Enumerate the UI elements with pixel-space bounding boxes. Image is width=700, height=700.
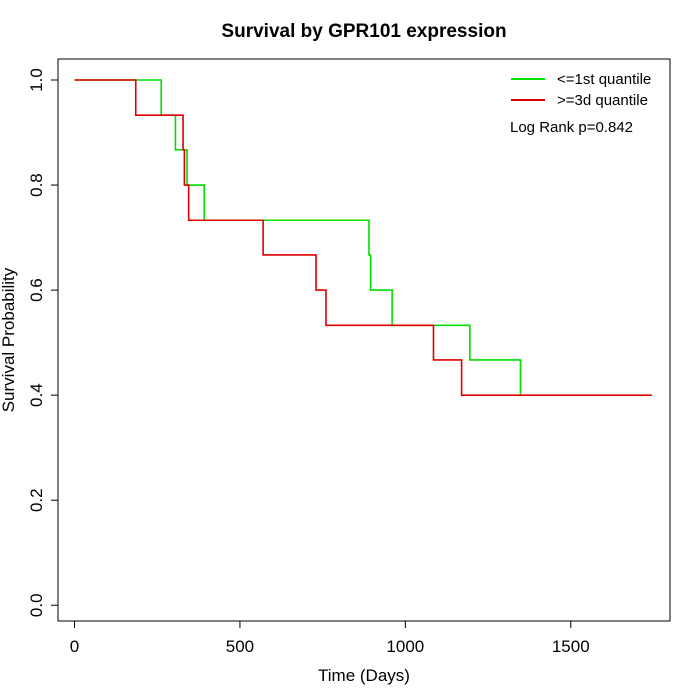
y-tick-label: 0.2	[27, 488, 46, 512]
legend: <=1st quantile >=3d quantile	[511, 71, 651, 109]
y-tick-label: 0.4	[27, 383, 46, 407]
x-axis-label: Time (Days)	[318, 666, 410, 685]
y-tick-label: 0.8	[27, 173, 46, 197]
x-tick-label: 500	[226, 637, 254, 656]
series-high-quantile-line	[74, 79, 652, 396]
x-tick-label: 1000	[386, 637, 424, 656]
series-layer	[74, 79, 652, 396]
legend-label-low: <=1st quantile	[557, 71, 651, 88]
plot-frame	[57, 58, 671, 622]
series-low-quantile-line	[74, 79, 522, 396]
y-axis-label: Survival Probability	[0, 267, 18, 412]
y-axis: 0.0 0.2 0.4 0.6 0.8 1.0	[27, 68, 59, 617]
y-tick-label: 0.0	[27, 593, 46, 617]
y-tick-label: 0.6	[27, 278, 46, 302]
log-rank-annotation: Log Rank p=0.842	[510, 119, 633, 136]
x-tick-label: 0	[70, 637, 79, 656]
legend-label-high: >=3d quantile	[557, 92, 648, 109]
chart-title: Survival by GPR101 expression	[221, 21, 506, 42]
y-tick-label: 1.0	[27, 68, 46, 92]
x-axis: 0 500 1000 1500	[70, 620, 590, 656]
x-tick-label: 1500	[552, 637, 590, 656]
